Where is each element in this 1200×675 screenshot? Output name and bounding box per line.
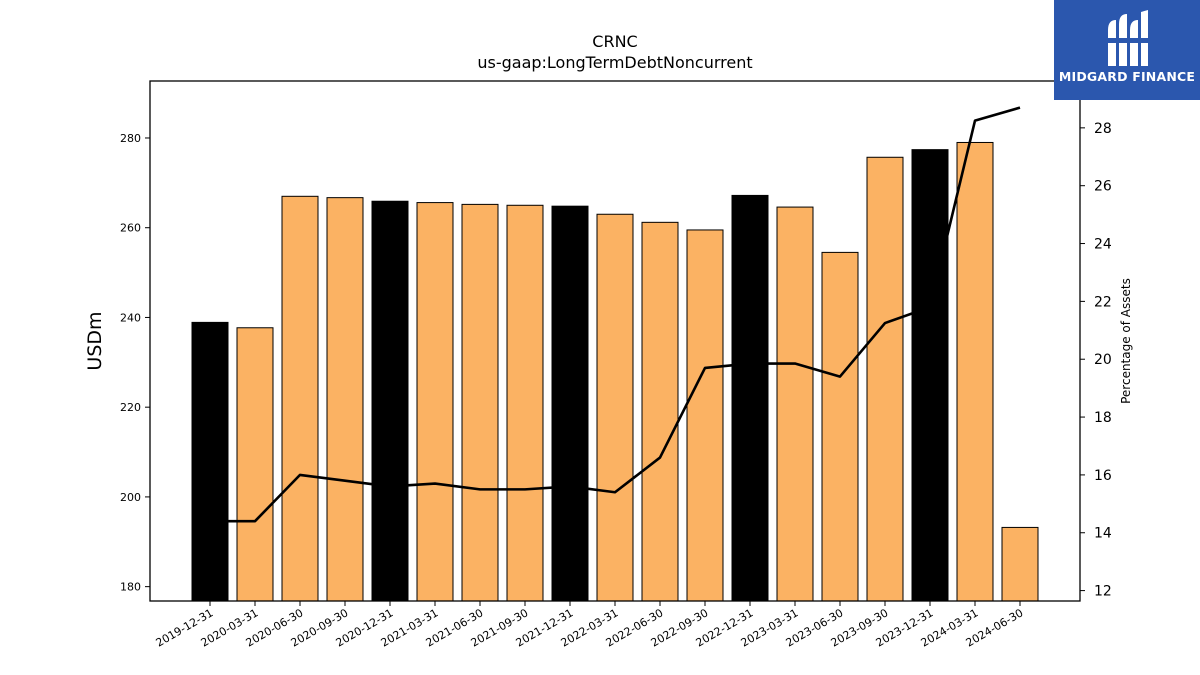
- y2-tick-label: 12: [1094, 584, 1112, 600]
- bar-2020-03-31: [236, 327, 274, 602]
- y-tick-label: 240: [120, 311, 141, 324]
- y2-tick-label: 14: [1094, 526, 1112, 542]
- midgard-finance-logo: MIDGARD FINANCE: [1054, 0, 1200, 100]
- y2-tick-label: 26: [1094, 179, 1112, 195]
- y2-tick-label: 16: [1094, 468, 1112, 484]
- bar-2023-06-30: [821, 251, 859, 602]
- y-tick-label: 260: [120, 222, 141, 235]
- chart-title: CRNC: [592, 32, 638, 51]
- bar-2020-12-31: [371, 200, 409, 602]
- bar-2020-09-30: [326, 197, 364, 602]
- y2-tick-label: 22: [1094, 294, 1112, 310]
- y2-tick-label: 24: [1094, 237, 1112, 253]
- brand-name: MIDGARD FINANCE: [1058, 69, 1196, 84]
- bar-2019-12-31: [191, 321, 229, 602]
- bar-2021-03-31: [416, 202, 454, 602]
- bar-2022-12-31: [731, 194, 769, 602]
- bar-2022-03-31: [596, 213, 634, 602]
- bar-2021-06-30: [461, 203, 499, 602]
- bar-2021-12-31: [551, 205, 589, 602]
- percentage-of-assets-line: [210, 106, 1021, 523]
- bar-2024-03-31: [956, 141, 994, 602]
- bar-2020-06-30: [281, 195, 319, 602]
- bar-2023-12-31: [911, 149, 949, 602]
- y2-axis-label: Percentage of Assets: [1119, 278, 1133, 404]
- chart-subtitle: us-gaap:LongTermDebtNoncurrent: [477, 53, 753, 72]
- y2-tick-label: 28: [1094, 121, 1112, 137]
- y-tick-label: 200: [120, 491, 141, 504]
- midgard-m-logo-icon: [1104, 10, 1150, 66]
- bar-2024-06-30: [1001, 526, 1039, 602]
- bar-2023-03-31: [776, 206, 814, 602]
- bar-2022-06-30: [641, 221, 679, 602]
- y2-tick-label: 18: [1094, 410, 1112, 426]
- y-tick-label: 280: [120, 132, 141, 145]
- bar-2021-09-30: [506, 204, 544, 602]
- y-axis-label: USDm: [84, 311, 106, 370]
- bar-2023-09-30: [866, 156, 904, 602]
- y-tick-label: 180: [120, 581, 141, 594]
- bar-2022-09-30: [686, 229, 724, 602]
- y2-tick-label: 20: [1094, 352, 1112, 368]
- y-tick-label: 220: [120, 401, 141, 414]
